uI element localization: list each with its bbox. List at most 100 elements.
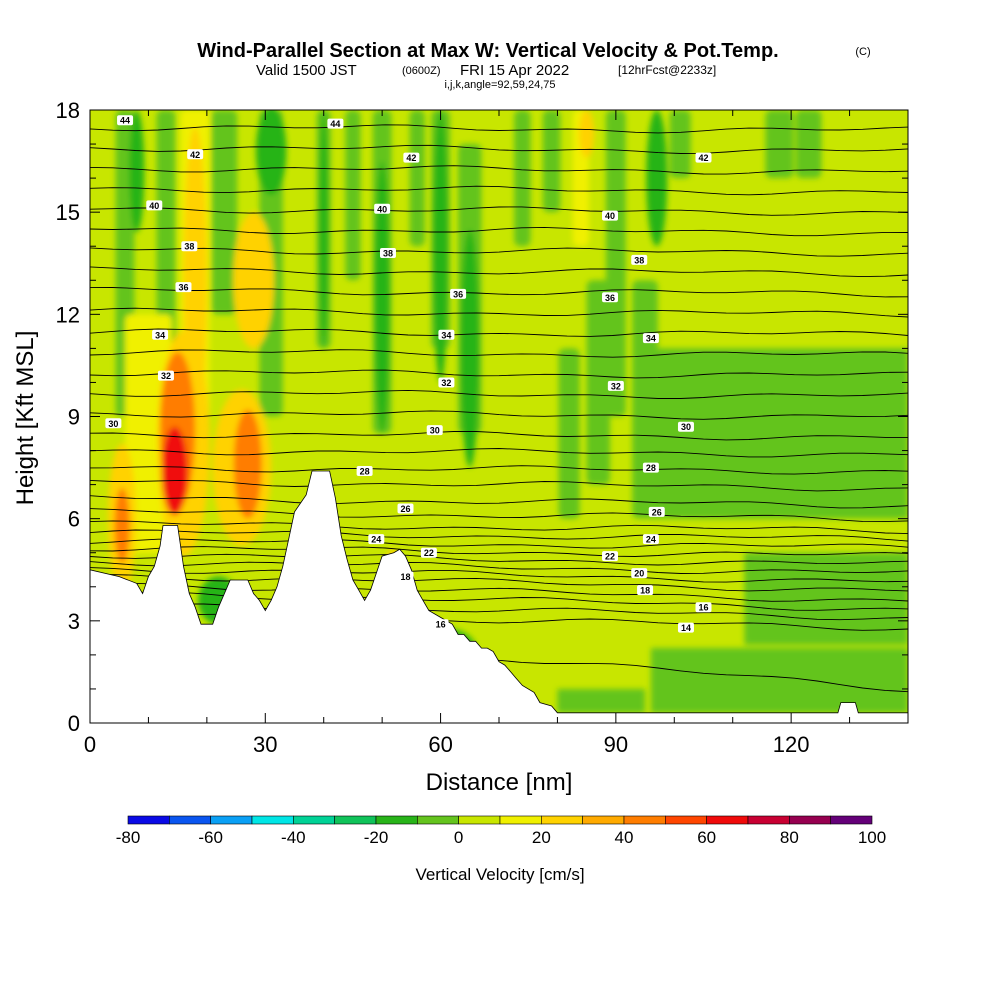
w-band-17 [669, 110, 691, 179]
theta-contour-46 [90, 144, 908, 154]
svg-text:24: 24 [371, 535, 381, 545]
chart-title: Wind-Parallel Section at Max W: Vertical… [197, 40, 778, 62]
theta-contour-39 [90, 287, 908, 298]
colorbar-bin [582, 815, 625, 825]
svg-text:34: 34 [646, 334, 656, 344]
theta-label-24: 24 [368, 534, 385, 545]
w-band-19 [765, 110, 794, 179]
colorbar-bin [293, 815, 335, 825]
w-band-14 [586, 280, 611, 485]
svg-text:44: 44 [330, 119, 340, 129]
plot-area: 44 44 42 42 42 40 40 40 38 38 38 36 36 36 34 34 34 32 32 32… [90, 110, 908, 723]
theta-label-16: 16 [432, 619, 449, 630]
colorbar-bin [623, 815, 666, 825]
colorbar-bin [375, 815, 418, 825]
colorbar-tick-label: -20 [364, 828, 389, 847]
w-region-3 [557, 688, 646, 713]
theta-contour-29 [90, 479, 908, 492]
theta-label-44: 44 [327, 118, 344, 129]
colorbar-tick-label: -60 [198, 828, 223, 847]
theta-contour-23 [90, 546, 908, 557]
y-tick-label: 6 [68, 507, 80, 532]
colorbar-tick-labels: -80 -60 -40 -20 0 20 40 60 80 100 [116, 828, 886, 847]
svg-text:30: 30 [108, 419, 118, 429]
svg-text:22: 22 [605, 552, 615, 562]
theta-contour-44 [90, 185, 908, 196]
colorbar-bin [458, 815, 501, 825]
w-cell-8 [255, 110, 287, 196]
theta-label-34: 34 [152, 329, 169, 340]
svg-text:32: 32 [161, 371, 171, 381]
colorbar-bin [169, 815, 211, 825]
theta-contour-28 [90, 495, 908, 509]
w-cell-12 [460, 229, 480, 468]
colorbar-tick-label: 100 [858, 828, 886, 847]
terrain-mask [90, 470, 908, 723]
x-tick-label: 120 [773, 732, 810, 757]
svg-text:36: 36 [605, 293, 615, 303]
theta-label-30: 30 [677, 421, 694, 432]
theta-label-18: 18 [637, 585, 654, 596]
svg-text:38: 38 [634, 255, 644, 265]
copyright-mark: (C) [855, 46, 870, 58]
w-cell-18 [114, 488, 130, 563]
theta-label-24: 24 [642, 534, 659, 545]
axis-ticks [89, 109, 909, 724]
svg-text:20: 20 [634, 569, 644, 579]
svg-text:38: 38 [383, 249, 393, 259]
theta-label-28: 28 [356, 465, 373, 476]
colorbar-bin [251, 815, 294, 825]
svg-text:22: 22 [424, 548, 434, 558]
valid-date: FRI 15 Apr 2022 [460, 62, 569, 79]
svg-text:40: 40 [605, 211, 615, 221]
colorbar-bin [334, 815, 377, 825]
colorbar-bin [747, 815, 790, 825]
x-tick-label: 30 [253, 732, 277, 757]
theta-label-26: 26 [397, 503, 414, 514]
svg-text:44: 44 [120, 116, 130, 126]
svg-text:38: 38 [184, 242, 194, 252]
theta-label-14: 14 [677, 622, 694, 633]
theta-label-32: 32 [607, 380, 624, 391]
svg-text:32: 32 [611, 381, 621, 391]
y-tick-label: 9 [68, 405, 80, 430]
svg-text:18: 18 [640, 586, 650, 596]
colorbar-tick-label: 80 [780, 828, 799, 847]
theta-contour-21 [90, 561, 908, 574]
theta-contour-34 [90, 389, 908, 399]
svg-text:36: 36 [453, 289, 463, 299]
w-band-12 [542, 110, 561, 213]
colorbar-label: Vertical Velocity [cm/s] [415, 865, 584, 884]
svg-text:26: 26 [401, 504, 411, 514]
x-tick-labels: 0 30 60 90 120 [84, 732, 810, 757]
svg-text:28: 28 [360, 466, 370, 476]
w-cell-9 [319, 110, 329, 349]
w-cell-3 [183, 127, 207, 434]
theta-contour-41 [90, 247, 908, 257]
theta-label-32: 32 [157, 370, 174, 381]
w-cell-13 [646, 110, 668, 247]
theta-label-28: 28 [642, 462, 659, 473]
svg-text:16: 16 [436, 620, 446, 630]
valid-time-utc: (0600Z) [402, 65, 441, 77]
colorbar-bin [789, 815, 831, 825]
svg-text:40: 40 [377, 204, 387, 214]
colorbar-bin [499, 815, 542, 825]
svg-text:42: 42 [698, 153, 708, 163]
theta-contour-24 [90, 538, 908, 549]
svg-text:34: 34 [155, 330, 165, 340]
w-band-6 [345, 110, 361, 281]
theta-contour-20 [90, 567, 908, 583]
theta-label-34: 34 [642, 333, 659, 344]
theta-contour-31 [90, 448, 908, 458]
colorbar [127, 815, 873, 825]
colorbar-tick-label: 0 [454, 828, 463, 847]
w-cell-4 [233, 212, 275, 349]
theta-contour-30 [90, 465, 908, 475]
theta-label-32: 32 [438, 377, 455, 388]
svg-text:24: 24 [646, 535, 656, 545]
svg-text:28: 28 [646, 463, 656, 473]
theta-label-34: 34 [438, 329, 455, 340]
theta-contour-37 [90, 328, 908, 337]
